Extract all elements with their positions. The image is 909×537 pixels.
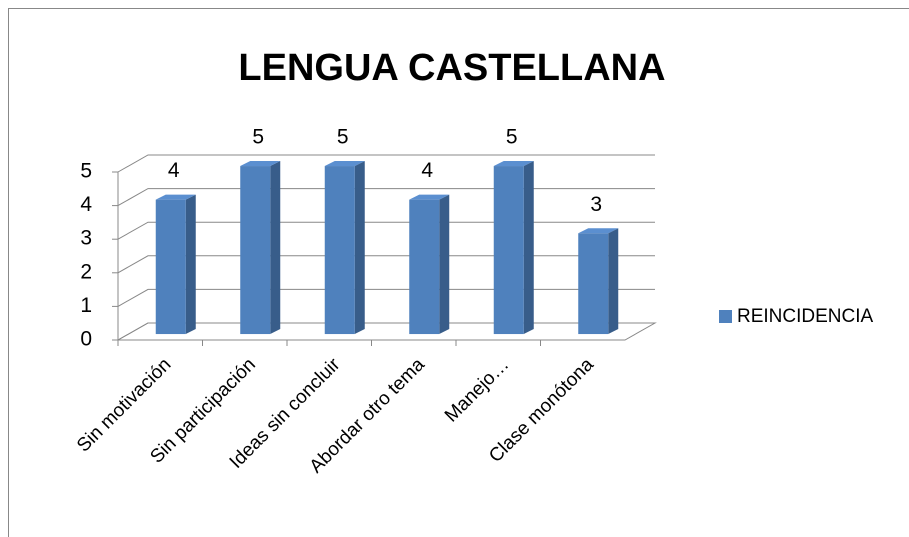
bar (493, 161, 534, 335)
grid-line (117, 221, 655, 240)
data-label: 5 (337, 126, 349, 149)
data-label: 3 (590, 193, 602, 216)
legend-swatch (719, 310, 732, 323)
grid-line (117, 288, 655, 307)
grid-line (117, 255, 655, 274)
bar-front (409, 199, 440, 335)
floor (116, 322, 657, 341)
bar-side (439, 194, 450, 335)
bar-side (523, 161, 534, 335)
bar-top (493, 161, 534, 167)
bar-top (155, 194, 196, 200)
legend-label: REINCIDENCIA (737, 306, 874, 327)
bar-side (270, 161, 281, 335)
bar-side (354, 161, 365, 335)
bar-front (155, 199, 186, 335)
bar (155, 194, 196, 335)
bar-front (324, 166, 355, 335)
bar-side (185, 194, 196, 335)
grid-line (117, 154, 655, 173)
y-tick-label: 5 (80, 160, 92, 183)
bar (409, 194, 450, 335)
bar-top (578, 228, 619, 234)
bar (240, 161, 281, 335)
x-tick-label: Manejo… (441, 354, 513, 426)
data-label: 4 (421, 159, 433, 182)
y-tick-label: 3 (80, 227, 92, 250)
y-tick-label: 1 (80, 294, 92, 317)
grid-line (117, 188, 655, 207)
y-tick-label: 2 (80, 260, 92, 283)
bar-side (608, 228, 619, 335)
y-tick-label: 4 (80, 193, 92, 216)
bar-front (578, 233, 609, 335)
chart-title: LENGUA CASTELLANA (238, 47, 665, 89)
bar-top (324, 161, 365, 167)
bar (324, 161, 365, 335)
chart-border (8, 8, 909, 537)
y-tick-label: 0 (80, 328, 92, 351)
data-label: 4 (168, 159, 180, 182)
grid-line (117, 322, 655, 341)
data-label: 5 (252, 126, 264, 149)
bar (578, 228, 619, 335)
bar-top (240, 161, 281, 167)
bar-front (240, 166, 271, 335)
bar-top (409, 194, 450, 200)
bar-front (493, 166, 524, 335)
data-label: 5 (506, 126, 518, 149)
